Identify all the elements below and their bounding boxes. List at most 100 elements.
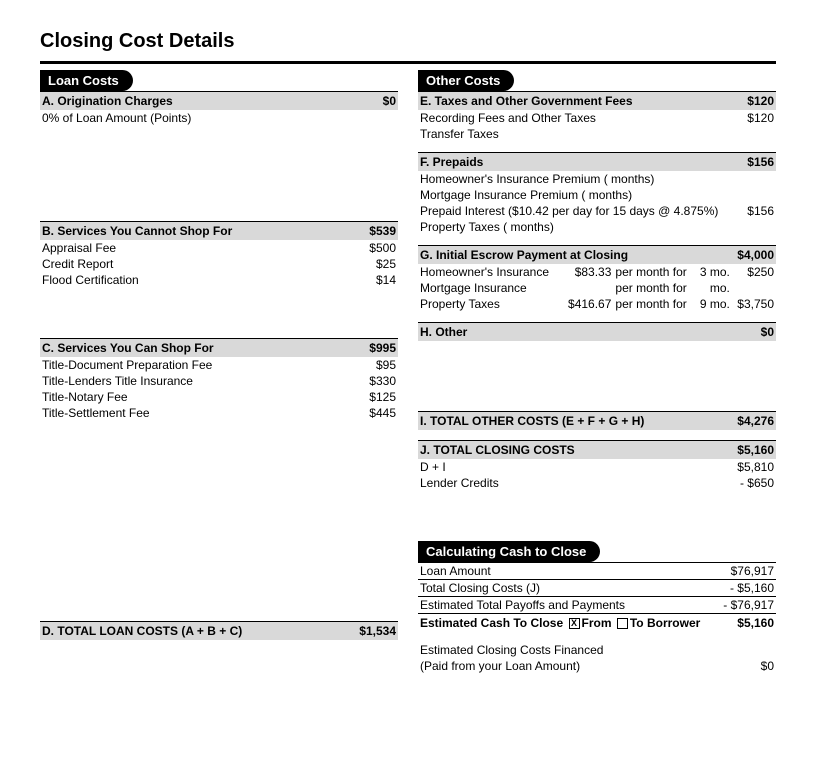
section-e-header: E. Taxes and Other Government Fees $120 — [418, 91, 776, 110]
escrow-label: Homeowner's Insurance — [418, 264, 562, 280]
item-amount: $76,917 — [731, 564, 774, 578]
estimated-cash-line: Estimated Cash To Close XFrom To Borrowe… — [418, 613, 776, 632]
section-b-header: B. Services You Cannot Shop For $539 — [40, 221, 398, 240]
item-amount: $0 — [761, 659, 774, 673]
escrow-unit: per month for — [613, 280, 695, 296]
item-label: Loan Amount — [420, 564, 491, 578]
item-amount: - $76,917 — [723, 598, 774, 612]
section-i-amount: $4,276 — [737, 414, 774, 428]
item-label: Recording Fees and Other Taxes — [420, 111, 596, 125]
line-item: Flood Certification$14 — [40, 272, 398, 288]
item-amount: $500 — [369, 241, 396, 255]
item-label: D + I — [420, 460, 446, 474]
section-i-title: I. TOTAL OTHER COSTS (E + F + G + H) — [420, 414, 644, 428]
page-title: Closing Cost Details — [40, 30, 776, 53]
escrow-unit: per month for — [613, 264, 695, 280]
item-amount: $5,810 — [737, 460, 774, 474]
section-b-amount: $539 — [369, 224, 396, 238]
item-label: Credit Report — [42, 257, 113, 271]
item-amount: $120 — [747, 111, 774, 125]
item-label: Mortgage Insurance Premium ( months) — [420, 188, 632, 202]
line-item: Prepaid Interest ($10.42 per day for 15 … — [418, 203, 776, 219]
item-amount: - $650 — [740, 476, 774, 490]
estimated-cash-label: Estimated Cash To Close XFrom To Borrowe… — [420, 616, 700, 630]
item-label: Title-Notary Fee — [42, 390, 128, 404]
financed-line1: Estimated Closing Costs Financed — [418, 642, 776, 658]
section-a-header: A. Origination Charges $0 — [40, 91, 398, 110]
escrow-amount — [732, 280, 776, 296]
item-amount: $25 — [376, 257, 396, 271]
item-label: Estimated Closing Costs Financed — [420, 643, 603, 657]
item-amount: $330 — [369, 374, 396, 388]
line-item: Credit Report $25 — [40, 256, 398, 272]
escrow-unit: per month for — [613, 296, 695, 312]
item-label: Prepaid Interest ($10.42 per day for 15 … — [420, 204, 718, 218]
line-item: 0% of Loan Amount (Points) — [40, 110, 398, 126]
estimated-cash-amount: $5,160 — [737, 616, 774, 630]
columns: Loan Costs A. Origination Charges $0 0% … — [40, 61, 776, 674]
item-label: Homeowner's Insurance Premium ( months) — [420, 172, 654, 186]
section-d-header: D. TOTAL LOAN COSTS (A + B + C) $1,534 — [40, 621, 398, 640]
section-f-header: F. Prepaids $156 — [418, 152, 776, 171]
section-f-amount: $156 — [747, 155, 774, 169]
escrow-amount: $250 — [732, 264, 776, 280]
section-h-amount: $0 — [761, 325, 774, 339]
line-item: Homeowner's Insurance Premium ( months) — [418, 171, 776, 187]
escrow-label: Mortgage Insurance — [418, 280, 562, 296]
line-item: Loan Amount $76,917 — [418, 562, 776, 579]
est-prefix: Estimated Cash To Close — [420, 616, 563, 630]
escrow-months: 9 mo. — [695, 296, 732, 312]
loan-costs-header: Loan Costs — [40, 70, 133, 91]
item-amount: $156 — [747, 204, 774, 218]
line-item: Transfer Taxes — [418, 126, 776, 142]
section-g-header: G. Initial Escrow Payment at Closing $4,… — [418, 245, 776, 264]
item-label: (Paid from your Loan Amount) — [420, 659, 580, 673]
financed-line2: (Paid from your Loan Amount) $0 — [418, 658, 776, 674]
item-label: Estimated Total Payoffs and Payments — [420, 598, 625, 612]
item-label: Flood Certification — [42, 273, 139, 287]
section-c-header: C. Services You Can Shop For $995 — [40, 338, 398, 357]
section-d-amount: $1,534 — [359, 624, 396, 638]
item-label: 0% of Loan Amount (Points) — [42, 111, 191, 125]
item-label: Title-Document Preparation Fee — [42, 358, 212, 372]
section-h-title: H. Other — [420, 325, 467, 339]
line-item: Property Taxes ( months) — [418, 219, 776, 235]
to-checkbox[interactable] — [617, 618, 628, 629]
escrow-per: $416.67 — [562, 296, 613, 312]
section-e-title: E. Taxes and Other Government Fees — [420, 94, 633, 108]
section-f-title: F. Prepaids — [420, 155, 483, 169]
escrow-months: 3 mo. — [695, 264, 732, 280]
from-checkbox[interactable]: X — [569, 618, 580, 629]
line-item: Estimated Total Payoffs and Payments - $7… — [418, 596, 776, 613]
item-label: Property Taxes ( months) — [420, 220, 554, 234]
section-j-header: J. TOTAL CLOSING COSTS $5,160 — [418, 440, 776, 459]
item-label: Title-Settlement Fee — [42, 406, 150, 420]
section-a-amount: $0 — [383, 94, 396, 108]
other-costs-column: Other Costs E. Taxes and Other Governmen… — [418, 70, 776, 674]
from-label: From — [582, 616, 612, 630]
section-i-header: I. TOTAL OTHER COSTS (E + F + G + H) $4,… — [418, 411, 776, 430]
table-row: Homeowner's Insurance $83.33 per month f… — [418, 264, 776, 280]
section-b-title: B. Services You Cannot Shop For — [42, 224, 232, 238]
section-g-title: G. Initial Escrow Payment at Closing — [420, 248, 628, 262]
item-amount: $95 — [376, 358, 396, 372]
cash-to-close-header: Calculating Cash to Close — [418, 541, 600, 562]
section-d-title: D. TOTAL LOAN COSTS (A + B + C) — [42, 624, 242, 638]
escrow-months: mo. — [695, 280, 732, 296]
line-item: Total Closing Costs (J)- $5,160 — [418, 579, 776, 596]
item-amount: $445 — [369, 406, 396, 420]
section-c-title: C. Services You Can Shop For — [42, 341, 214, 355]
escrow-per — [562, 280, 613, 296]
item-label: Title-Lenders Title Insurance — [42, 374, 193, 388]
escrow-label: Property Taxes — [418, 296, 562, 312]
item-label: Lender Credits — [420, 476, 499, 490]
section-j-amount: $5,160 — [737, 443, 774, 457]
escrow-table: Homeowner's Insurance $83.33 per month f… — [418, 264, 776, 312]
line-item: Title-Document Preparation Fee $95 — [40, 357, 398, 373]
escrow-per: $83.33 — [562, 264, 613, 280]
line-item: Title-Notary Fee$125 — [40, 389, 398, 405]
loan-costs-column: Loan Costs A. Origination Charges $0 0% … — [40, 70, 398, 674]
item-label: Total Closing Costs (J) — [420, 581, 540, 595]
line-item: Lender Credits - $650 — [418, 475, 776, 491]
section-g-amount: $4,000 — [737, 248, 774, 262]
